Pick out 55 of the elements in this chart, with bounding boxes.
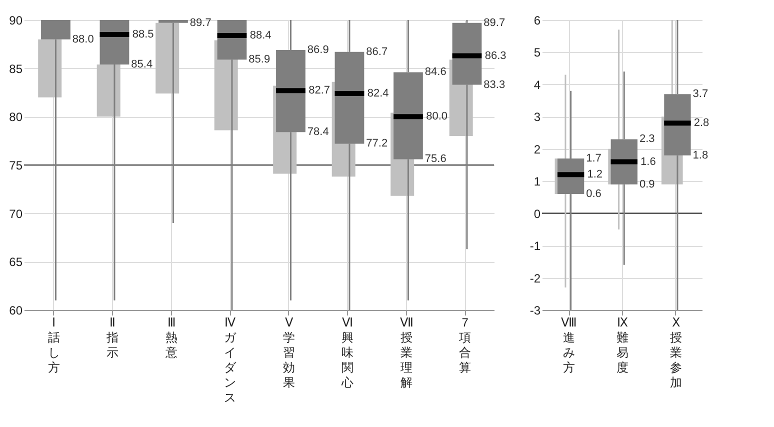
y-tick-label: 60	[9, 304, 23, 318]
annotation: 3.7	[692, 88, 708, 100]
annotation: 85.9	[248, 54, 270, 66]
y-tick-label: 90	[9, 14, 23, 28]
annotation: 75.6	[424, 153, 446, 166]
x-tick-label: Ⅳガイダンス	[224, 316, 238, 404]
annotation: 88.0	[72, 33, 94, 46]
annotation: 88.5	[132, 28, 154, 40]
annotation: 78.4	[307, 126, 329, 138]
y-tick-label: 2	[534, 142, 541, 156]
annotation: 82.4	[367, 87, 389, 100]
y-tick-label: 4	[534, 78, 541, 92]
x-tick-label: Ⅸ難易度	[616, 316, 628, 374]
annotation: 2.3	[639, 133, 655, 146]
annotation: 1.7	[586, 152, 602, 165]
x-tick-label: Ⅵ興味関心	[340, 316, 354, 390]
annotation: 86.7	[366, 46, 388, 58]
annotation: 83.3	[484, 78, 506, 91]
annotation: 84.6	[424, 66, 446, 78]
y-tick-label: 6	[534, 14, 541, 28]
y-tick-label: 80	[9, 110, 23, 124]
annotation: 80.0	[426, 110, 448, 123]
x-tick-label: 7項合算	[458, 316, 472, 374]
y-tick-label: 5	[534, 46, 541, 60]
y-tick-label: 70	[9, 206, 23, 221]
annotation: 0.9	[639, 178, 655, 190]
y-tick-label: 85	[9, 62, 23, 76]
annotation: 1.2	[587, 168, 602, 181]
annotation: 2.8	[694, 117, 710, 130]
annotation: 88.4	[250, 29, 272, 42]
y-tick-label: 3	[534, 110, 541, 124]
x-tick-label: Ⅹ授業参加	[670, 316, 682, 390]
y-tick-label: -2	[530, 271, 541, 286]
x-tick-label: Ⅴ学習効果	[282, 316, 295, 390]
annotation: 1.8	[692, 149, 708, 162]
y-tick-label: 65	[9, 255, 23, 270]
y-tick-label: -3	[530, 304, 541, 318]
annotation: 77.2	[366, 138, 388, 150]
annotation: 85.4	[131, 58, 153, 70]
annotation: 89.7	[484, 16, 506, 29]
annotation: 89.7	[190, 16, 212, 29]
x-tick-label: Ⅰ話し方	[48, 316, 60, 374]
x-tick-label: Ⅱ指示	[106, 316, 119, 360]
annotation: 86.3	[484, 50, 506, 62]
y-tick-label: -1	[530, 239, 541, 254]
y-tick-label: 75	[9, 158, 23, 172]
x-tick-label: Ⅶ授業理解	[400, 316, 413, 390]
x-tick-label: Ⅷ進み方	[561, 316, 578, 374]
y-tick-label: 0	[534, 206, 541, 221]
annotation: 82.7	[308, 84, 330, 97]
annotation: 0.6	[586, 188, 602, 200]
annotation: 1.6	[640, 156, 656, 168]
annotation: 86.9	[307, 44, 329, 56]
y-tick-label: 1	[534, 174, 541, 189]
x-tick-label: Ⅲ熱意	[164, 316, 178, 360]
